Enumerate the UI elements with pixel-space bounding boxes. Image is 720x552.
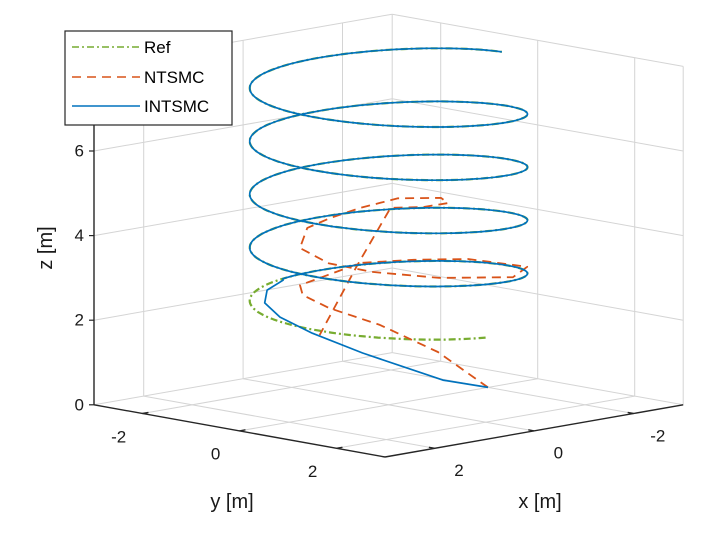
x-tick-label: 2: [454, 461, 463, 480]
z-axis-label: z [m]: [35, 226, 57, 269]
x-axis-label: x [m]: [518, 491, 561, 513]
box-edge: [93, 352, 393, 406]
y-tick-mark: [336, 446, 343, 449]
z-tick-label: 0: [75, 395, 84, 414]
box-edge: [392, 13, 684, 67]
legend: Ref NTSMC INTSMC: [64, 30, 233, 126]
wall-gridline: [392, 182, 684, 237]
series-lines: [248, 47, 529, 389]
ref-series-line: [248, 47, 529, 341]
wall-gridline: [392, 98, 684, 152]
y-tick-label: -2: [111, 427, 126, 446]
z-tick-label: 2: [75, 311, 84, 330]
z-tick-label: 4: [75, 226, 84, 245]
legend-label-intsmc: INTSMC: [144, 97, 209, 116]
x-tick-mark: [528, 429, 535, 432]
y-tick-label: 2: [308, 462, 317, 481]
y-tick-labels: -2 0 2: [111, 427, 317, 481]
floor-gridline: [239, 378, 538, 432]
legend-label-ref: Ref: [144, 38, 171, 57]
wall-gridline: [93, 267, 393, 321]
z-tick-labels: 0 2 4 6: [75, 141, 84, 414]
floor-gridline: [336, 395, 635, 449]
x-tick-label: -2: [650, 426, 665, 445]
z-tick-label: 6: [75, 141, 84, 160]
y-tick-mark: [239, 429, 246, 432]
legend-label-ntsmc: NTSMC: [144, 68, 204, 87]
y-axis-label: y [m]: [210, 491, 253, 513]
wall-gridline: [392, 267, 684, 321]
wall-gridline: [93, 182, 393, 237]
x-tick-mark: [428, 446, 435, 449]
floor-gridline: [142, 360, 441, 414]
x-tick-mark: [627, 411, 634, 415]
x-tick-label: 0: [554, 444, 563, 463]
intsmc-series-line: [248, 47, 529, 389]
box-edge: [392, 352, 684, 406]
x-tick-labels: -2 0 2: [454, 426, 665, 480]
y-tick-mark: [142, 411, 149, 415]
y-tick-label: 0: [211, 445, 220, 464]
